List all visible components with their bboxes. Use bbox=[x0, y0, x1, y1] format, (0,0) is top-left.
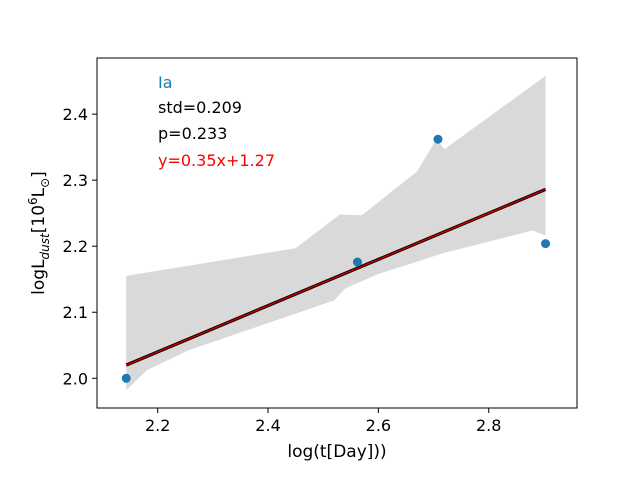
annotation-label: Ia bbox=[158, 73, 173, 92]
data-point bbox=[433, 134, 443, 144]
data-point bbox=[121, 373, 131, 383]
x-tick-label: 2.8 bbox=[476, 416, 501, 435]
y-ticks-layer: 2.0 2.1 2.2 2.3 2.4 bbox=[63, 105, 97, 388]
x-tick-label: 2.4 bbox=[255, 416, 280, 435]
y-tick-label: 2.2 bbox=[63, 237, 88, 256]
fit-line bbox=[125, 188, 546, 366]
annotation-std: std=0.209 bbox=[158, 98, 242, 117]
confidence-band bbox=[126, 75, 546, 391]
x-tick-label: 2.2 bbox=[145, 416, 170, 435]
confidence-band-layer bbox=[126, 75, 546, 391]
y-tick-label: 2.0 bbox=[63, 369, 88, 388]
annotation-p-value: p=0.233 bbox=[158, 124, 227, 143]
data-point bbox=[352, 257, 362, 267]
data-point bbox=[541, 239, 551, 249]
y-axis-title: logLdust[106L⊙] bbox=[26, 171, 52, 295]
y-tick-label: 2.4 bbox=[63, 105, 88, 124]
x-ticks-layer: 2.2 2.4 2.6 2.8 bbox=[145, 408, 501, 435]
annotation-fit-equation: y=0.35x+1.27 bbox=[158, 151, 275, 170]
y-tick-label: 2.1 bbox=[63, 303, 88, 322]
y-tick-label: 2.3 bbox=[63, 171, 88, 190]
x-tick-label: 2.6 bbox=[366, 416, 391, 435]
plot-frame bbox=[96, 57, 578, 409]
x-axis-title: log(t[Day])) bbox=[287, 442, 386, 462]
fit-line-layer bbox=[125, 187, 547, 367]
data-points-layer bbox=[121, 134, 551, 383]
